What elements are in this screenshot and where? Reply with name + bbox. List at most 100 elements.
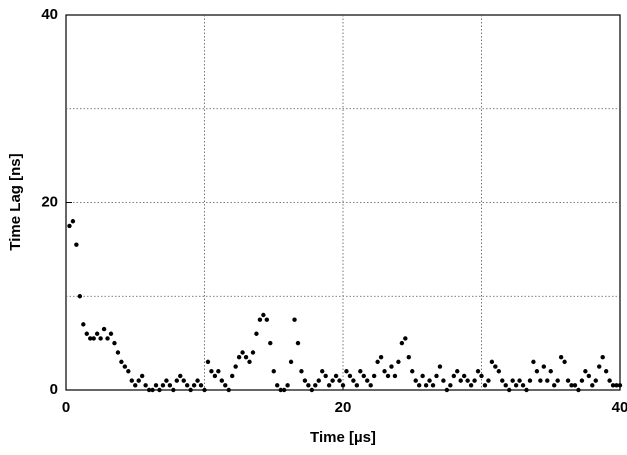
- data-point: [292, 317, 297, 322]
- data-point: [160, 383, 166, 388]
- data-point: [105, 336, 110, 341]
- data-point: [347, 373, 353, 379]
- y-tick-label: 0: [50, 381, 58, 398]
- data-point: [216, 369, 221, 374]
- data-point: [254, 331, 259, 336]
- data-point: [198, 383, 204, 388]
- data-point: [275, 383, 280, 388]
- data-point: [468, 383, 474, 388]
- data-point: [597, 364, 602, 369]
- data-point: [545, 378, 550, 383]
- data-point: [302, 378, 308, 383]
- data-point: [164, 378, 169, 383]
- data-point: [378, 354, 384, 360]
- data-point: [489, 359, 495, 365]
- data-point: [285, 383, 290, 388]
- data-point: [510, 378, 515, 383]
- data-point: [482, 383, 488, 388]
- data-point: [77, 294, 83, 299]
- data-point: [500, 378, 505, 383]
- data-point: [493, 364, 498, 369]
- data-point: [534, 369, 540, 374]
- data-point: [423, 383, 429, 388]
- data-point: [403, 336, 408, 341]
- data-point: [157, 387, 162, 393]
- x-tick-label: 0: [62, 399, 70, 416]
- data-point: [368, 383, 373, 388]
- data-point: [268, 340, 273, 346]
- data-point: [219, 378, 225, 383]
- data-point: [295, 340, 301, 346]
- data-point: [150, 387, 155, 393]
- data-point: [590, 383, 595, 388]
- data-point: [146, 387, 152, 393]
- data-point: [288, 359, 294, 365]
- y-tick-label: 40: [41, 6, 58, 23]
- data-point: [278, 387, 283, 393]
- data-point: [122, 364, 128, 369]
- data-point: [579, 378, 585, 383]
- data-point: [524, 387, 529, 393]
- data-point: [94, 331, 100, 336]
- data-point: [416, 383, 422, 388]
- data-point: [600, 354, 605, 360]
- data-point: [91, 336, 96, 341]
- data-point: [361, 373, 366, 379]
- data-point: [326, 383, 332, 388]
- data-point: [191, 383, 197, 388]
- data-point: [413, 378, 418, 383]
- data-point: [610, 383, 616, 388]
- data-point: [507, 387, 512, 393]
- data-point: [212, 373, 218, 379]
- y-tick-label: 20: [41, 193, 58, 210]
- data-point: [486, 378, 491, 383]
- data-point: [181, 378, 186, 383]
- data-point: [313, 383, 318, 388]
- data-point: [167, 383, 173, 388]
- data-point: [513, 383, 519, 388]
- data-point: [458, 378, 463, 383]
- data-point: [607, 378, 612, 383]
- data-point: [527, 378, 533, 383]
- data-point: [108, 331, 114, 336]
- data-point: [247, 359, 252, 365]
- data-point: [392, 373, 398, 379]
- data-point: [202, 387, 207, 393]
- data-point: [243, 354, 249, 360]
- data-point: [371, 373, 377, 379]
- data-point: [84, 331, 89, 336]
- data-point: [354, 383, 360, 388]
- data-point: [320, 369, 325, 374]
- data-point: [333, 373, 339, 379]
- data-point: [115, 350, 121, 355]
- data-point: [399, 340, 405, 346]
- data-point: [562, 359, 567, 365]
- data-point: [572, 383, 578, 388]
- data-point: [382, 369, 387, 374]
- data-point: [299, 369, 304, 374]
- data-point: [420, 373, 425, 379]
- data-point: [233, 364, 238, 369]
- data-point: [385, 373, 391, 379]
- data-point: [223, 383, 228, 388]
- data-point: [271, 369, 276, 374]
- data-point: [133, 383, 138, 388]
- data-point: [548, 369, 553, 374]
- data-point: [281, 387, 287, 393]
- data-point: [434, 373, 439, 379]
- data-point: [309, 387, 315, 393]
- data-point: [441, 378, 446, 383]
- data-point: [430, 383, 436, 388]
- data-point: [261, 312, 266, 318]
- data-point: [475, 369, 481, 374]
- data-point: [520, 383, 526, 388]
- data-point: [230, 373, 235, 379]
- data-point: [98, 336, 103, 341]
- data-point: [143, 383, 148, 388]
- data-point: [617, 383, 623, 388]
- data-point: [444, 387, 450, 393]
- data-point: [569, 383, 574, 388]
- data-point: [340, 383, 346, 388]
- data-point: [129, 378, 134, 383]
